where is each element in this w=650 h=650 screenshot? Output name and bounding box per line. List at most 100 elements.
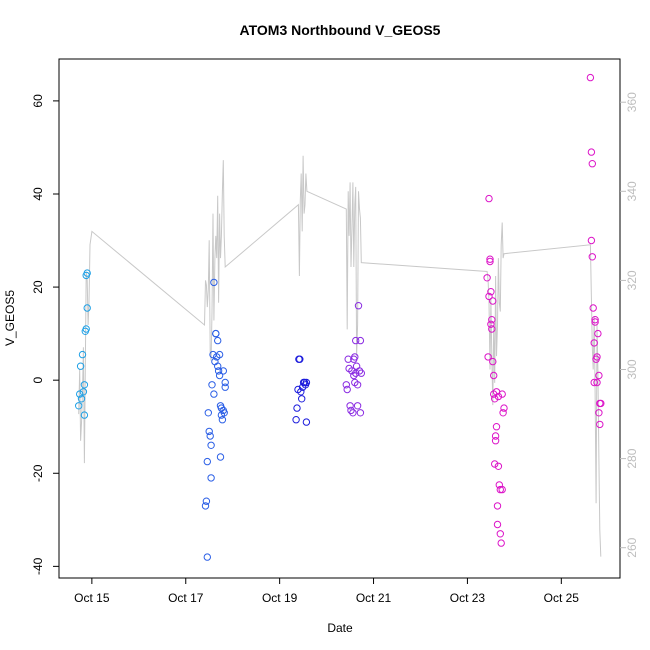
data-point [349,409,357,417]
data-point [489,297,497,305]
data-point [221,378,229,387]
data-point [351,378,359,387]
x-tick-label: Oct 21 [356,591,392,605]
data-point [492,423,501,431]
data-point [221,383,229,391]
y2-tick-label: 340 [625,181,639,201]
data-point [491,437,500,445]
y-tick-label: 40 [31,187,45,201]
y2-tick-label: 300 [625,359,639,379]
data-point [353,402,362,410]
data-point [591,318,599,326]
data-point [357,369,365,377]
data-point [201,502,210,510]
data-point [491,395,499,403]
data-point [488,316,496,324]
data-point [488,325,496,333]
data-point [352,369,360,377]
data-point [595,371,603,380]
data-point [203,553,212,561]
x-tick-label: Oct 25 [544,591,580,605]
data-point [356,336,365,345]
data-point [76,390,84,398]
data-point [210,390,218,398]
data-point [355,367,364,375]
y2-tick-label: 360 [625,92,639,112]
data-point [347,406,355,415]
chart-title: ATOM3 Northbound V_GEOS5 [240,22,441,38]
data-point [352,336,360,345]
data-point [346,402,354,410]
data-point [486,255,494,263]
data-point [352,362,361,370]
data-point [207,474,215,482]
data-point [593,378,601,387]
data-point [499,409,507,417]
data-point [483,274,491,282]
data-point [220,409,228,417]
data-point [489,357,497,366]
y-tick-label: 20 [31,280,45,294]
x-tick-label: Oct 23 [450,591,486,605]
data-point [354,302,363,310]
data-point [343,385,351,394]
data-point [589,304,597,312]
x-tick-label: Oct 19 [262,591,298,605]
data-point [491,432,500,440]
data-point [493,520,502,529]
data-point [485,292,493,301]
data-point [356,409,365,417]
y2-tick-label: 320 [625,270,639,290]
data-point [205,427,213,436]
y-tick-label: -40 [31,557,45,575]
data-point [590,339,598,347]
data-point [298,395,306,403]
data-point [80,411,89,419]
data-point [202,497,211,505]
x-tick-label: Oct 17 [168,591,204,605]
x-axis: Oct 15 Oct 17 Oct 19 Oct 21 Oct 23 Oct 25 [74,578,579,605]
data-point [500,404,508,412]
data-point [590,378,598,387]
data-point [485,194,493,203]
data-point [342,381,350,389]
data-point [293,404,301,412]
y-tick-label: -20 [31,464,45,482]
data-point [486,257,494,266]
data-point [597,399,605,408]
data-point [215,350,224,359]
data-point [296,355,304,363]
data-point [75,402,83,410]
secondary-line-layer [78,155,602,557]
data-point [587,236,596,245]
data-point [493,502,502,510]
data-point [215,371,224,380]
data-point [82,325,90,333]
data-point [203,457,212,466]
plot-frame [58,58,621,579]
data-point [219,367,228,375]
data-point [83,269,91,277]
data-point [212,329,220,338]
data-point [587,148,596,156]
y-tick-label: 60 [31,94,45,108]
data-point [79,388,88,396]
data-point [498,390,506,398]
data-point [595,409,603,417]
data-point [214,362,222,370]
data-point [496,485,504,494]
data-point [351,353,359,361]
data-point [344,355,352,363]
data-point [348,367,356,375]
data-point [78,350,87,359]
data-point [487,320,495,328]
data-point [204,409,213,417]
data-point [302,418,311,426]
data-point [76,362,85,370]
data-point [586,73,595,82]
data-point [206,432,214,440]
data-point [83,304,91,312]
secondary-series-line [78,155,602,557]
data-point [218,416,227,424]
